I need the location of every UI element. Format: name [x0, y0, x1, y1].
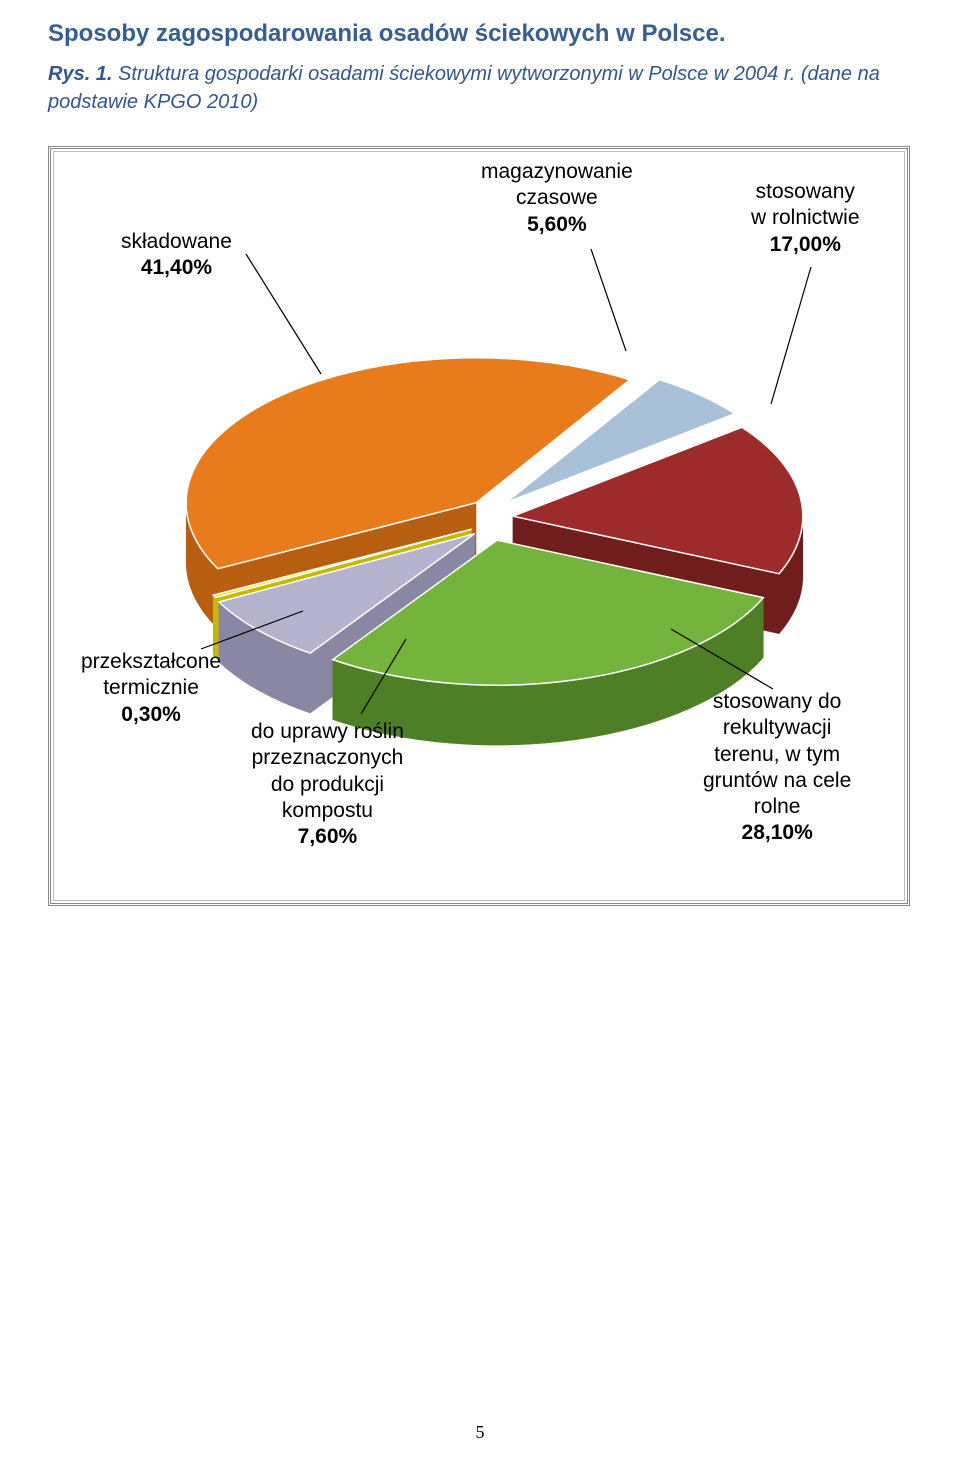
label-text-skladowane: składowane: [121, 229, 232, 255]
label-value-rekultywacja: 28,10%: [703, 820, 851, 846]
label-value-rolnictwo: 17,00%: [751, 232, 860, 258]
label-skladowane: składowane41,40%: [121, 229, 232, 282]
label-text-kompost: do uprawy roślinprzeznaczonychdo produkc…: [251, 719, 404, 824]
label-text-rolnictwo: stosowanyw rolnictwie: [751, 179, 860, 232]
label-termicznie: przekształconetermicznie0,30%: [81, 649, 221, 728]
label-text-rekultywacja: stosowany dorekultywacjiterenu, w tymgru…: [703, 689, 851, 820]
caption-text: Struktura gospodarki osadami ściekowymi …: [48, 63, 880, 113]
label-value-kompost: 7,60%: [251, 824, 404, 850]
page-title: Sposoby zagospodarowania osadów ściekowy…: [48, 20, 912, 48]
label-value-magazynowanie: 5,60%: [481, 212, 633, 238]
label-value-termicznie: 0,30%: [81, 702, 221, 728]
leader-rolnictwo: [771, 267, 811, 404]
pie-chart-frame: magazynowanieczasowe5,60% stosowanyw roln…: [48, 146, 910, 906]
figure-caption: Rys. 1. Struktura gospodarki osadami ści…: [48, 60, 912, 116]
label-kompost: do uprawy roślinprzeznaczonychdo produkc…: [251, 719, 404, 850]
caption-prefix: Rys. 1.: [48, 63, 112, 85]
label-text-magazynowanie: magazynowanieczasowe: [481, 159, 633, 212]
label-value-skladowane: 41,40%: [121, 255, 232, 281]
label-rekultywacja: stosowany dorekultywacjiterenu, w tymgru…: [703, 689, 851, 847]
label-text-termicznie: przekształconetermicznie: [81, 649, 221, 702]
leader-skladowane: [246, 254, 321, 374]
page-number: 5: [0, 1422, 960, 1443]
label-magazynowanie: magazynowanieczasowe5,60%: [481, 159, 633, 238]
leader-magazynowanie: [591, 249, 626, 351]
label-rolnictwo: stosowanyw rolnictwie17,00%: [751, 179, 860, 258]
